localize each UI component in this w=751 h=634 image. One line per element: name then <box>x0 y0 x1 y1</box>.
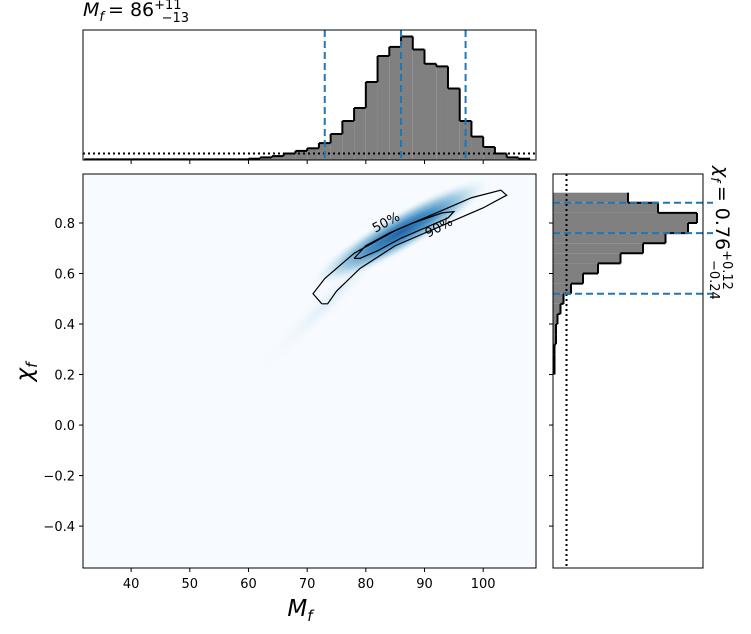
sub: f <box>307 607 315 625</box>
bar <box>553 222 688 234</box>
bar <box>553 303 561 314</box>
bar <box>553 253 621 264</box>
bar <box>401 36 413 160</box>
bar <box>553 192 628 203</box>
sub: f <box>23 360 41 368</box>
bar <box>377 56 390 160</box>
y-tick-label: 0.2 <box>54 369 75 384</box>
bar <box>553 273 583 284</box>
contour-line <box>353 210 456 259</box>
bar <box>553 263 598 274</box>
density-core <box>309 176 493 288</box>
bar <box>424 63 437 160</box>
bar <box>389 46 402 160</box>
bar <box>471 136 484 160</box>
bar <box>553 334 556 345</box>
bar <box>436 66 448 160</box>
y-tick-label: 0.0 <box>54 419 75 434</box>
sym: χ <box>12 366 38 383</box>
x-tick-label: 60 <box>240 577 257 592</box>
t-up: +11 <box>154 0 181 13</box>
bar <box>283 153 296 160</box>
bar <box>506 157 519 160</box>
x-tick-label: 40 <box>123 577 140 592</box>
y-tick-label: 0.4 <box>54 318 75 333</box>
t-val: = 86 <box>108 0 154 21</box>
t-sub: f <box>707 177 722 184</box>
y-tick-label: −0.2 <box>43 470 75 485</box>
bar <box>412 49 425 160</box>
bar <box>271 156 284 160</box>
t-sym: χ <box>711 165 733 178</box>
x-tick-label: 90 <box>416 577 433 592</box>
x-tick-label: 50 <box>182 577 199 592</box>
bar <box>553 233 666 244</box>
x-axis-label: Mf <box>287 596 315 625</box>
density-background <box>83 174 536 568</box>
bar <box>553 243 643 254</box>
y-tick-label: 0.6 <box>54 268 75 283</box>
bar <box>553 324 556 335</box>
top-title: Mf = 86+11 −13 <box>83 0 189 26</box>
t-val: = 0.76 <box>711 186 733 250</box>
bar <box>553 202 658 213</box>
y-tick-label: 0.8 <box>54 217 75 232</box>
bar <box>553 212 697 223</box>
main-frame <box>82 173 537 569</box>
bar <box>260 157 272 160</box>
bar <box>330 134 343 160</box>
x-tick-label: 80 <box>358 577 375 592</box>
t-sub: f <box>99 10 106 25</box>
t-low: −0.24 <box>706 260 721 300</box>
bar <box>553 283 571 294</box>
x-tick-label: 100 <box>471 577 496 592</box>
bar <box>295 150 308 160</box>
t-sym: M <box>83 0 99 21</box>
bar <box>354 108 366 160</box>
bar <box>553 313 558 325</box>
right-frame <box>552 173 704 569</box>
bar <box>447 88 460 160</box>
top-frame <box>82 29 537 161</box>
marks: 90%50%40 50 60 70 80 90 100−0.4−0.20.00.20.40.… <box>43 30 713 592</box>
sym: M <box>287 596 307 622</box>
right-title: χf = 0.76+0.12−0.24 <box>706 165 734 300</box>
x-tick-label: 70 <box>299 577 316 592</box>
y-tick-label: −0.4 <box>43 520 75 535</box>
bar <box>365 82 378 160</box>
t-low: −13 <box>162 11 189 26</box>
bar <box>342 121 355 160</box>
t-up: +0.12 <box>719 250 734 290</box>
y-axis-label: χf <box>12 360 41 384</box>
contour-line <box>312 189 508 305</box>
bar <box>553 293 564 304</box>
bar <box>494 153 507 160</box>
